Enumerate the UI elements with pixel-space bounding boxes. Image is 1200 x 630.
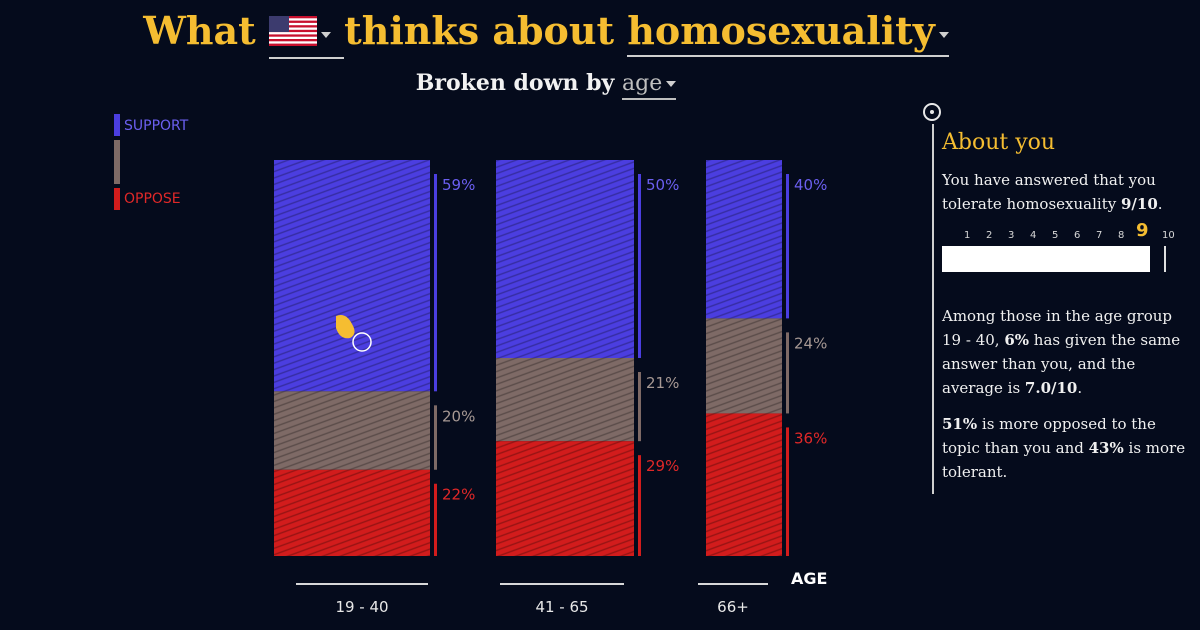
comparison-summary: 51% is more opposed to the topic than yo… bbox=[942, 412, 1192, 484]
group-text-mid: has given the same answer than you, and … bbox=[942, 331, 1181, 397]
bar-texture bbox=[496, 441, 634, 556]
about-heading: About you bbox=[942, 130, 1056, 155]
group-summary: Among those in the age group 19 - 40, 6%… bbox=[942, 304, 1192, 400]
title-prefix: What bbox=[143, 8, 256, 53]
page-title: What thinks about homosexuality bbox=[0, 8, 1092, 59]
answer-text-end: . bbox=[1157, 195, 1163, 213]
breakdown-selector[interactable]: age bbox=[622, 71, 677, 100]
scale-label: 9 bbox=[1136, 220, 1149, 241]
value-indicator-line bbox=[434, 174, 437, 392]
answer-text: You have answered that you tolerate homo… bbox=[942, 171, 1156, 213]
value-indicator-line bbox=[638, 455, 641, 556]
category-label: 19 - 40 bbox=[335, 598, 388, 616]
legend-oppose-swatch bbox=[114, 188, 120, 210]
topic-label: homosexuality bbox=[627, 8, 935, 53]
value-label: 50% bbox=[646, 176, 679, 194]
value-label: 59% bbox=[442, 176, 475, 194]
scale-label: 7 bbox=[1096, 230, 1103, 241]
country-selector[interactable] bbox=[268, 8, 345, 59]
value-label: 22% bbox=[442, 486, 475, 504]
scale-label: 4 bbox=[1030, 230, 1037, 241]
bar-texture bbox=[706, 318, 782, 414]
chevron-down-icon bbox=[938, 31, 949, 38]
value-label: 21% bbox=[646, 374, 679, 392]
bar-texture bbox=[496, 160, 634, 358]
tolerant-text: is more tolerant. bbox=[942, 439, 1186, 481]
value-indicator-line bbox=[786, 427, 789, 556]
value-indicator-line bbox=[786, 332, 789, 414]
breakdown-prefix: Broken down by bbox=[415, 70, 615, 96]
legend-support-label: SUPPORT bbox=[124, 118, 189, 134]
chevron-down-icon bbox=[666, 81, 677, 87]
legend-neutral-swatch bbox=[114, 140, 120, 184]
same-answer-pct: 6% bbox=[1004, 331, 1030, 349]
category-label: 41 - 65 bbox=[535, 598, 588, 616]
value-label: 40% bbox=[794, 176, 827, 194]
group-text-end: . bbox=[1077, 379, 1083, 397]
scale-label: 3 bbox=[1008, 230, 1015, 241]
opposed-text: is more opposed to the topic than you an… bbox=[942, 415, 1156, 457]
answer-bar bbox=[942, 246, 1150, 272]
group-text: Among those in the age group 19 - 40, bbox=[942, 307, 1172, 349]
scale-max-tick bbox=[1164, 246, 1166, 272]
scale-label: 10 bbox=[1162, 230, 1175, 241]
x-axis-label: AGE bbox=[791, 569, 828, 588]
scale-label: 5 bbox=[1052, 230, 1059, 241]
user-marker-icon bbox=[336, 315, 355, 339]
opposed-pct: 51% bbox=[942, 415, 978, 433]
average-value: 7.0/10 bbox=[1024, 379, 1078, 397]
scale-label: 2 bbox=[986, 230, 993, 241]
tolerant-pct: 43% bbox=[1088, 439, 1124, 457]
value-indicator-line bbox=[434, 483, 437, 556]
category-label: 66+ bbox=[717, 598, 749, 616]
user-marker-ring bbox=[352, 332, 372, 352]
value-indicator-line bbox=[786, 174, 789, 319]
scale-label: 8 bbox=[1118, 230, 1125, 241]
value-label: 29% bbox=[646, 457, 679, 475]
answer-scale: 1 2 3 4 5 6 7 8 9 10 bbox=[942, 220, 1192, 280]
answer-summary: You have answered that you tolerate homo… bbox=[942, 168, 1192, 216]
title-middle: thinks about bbox=[344, 8, 615, 53]
legend-oppose-label: OPPOSE bbox=[124, 191, 181, 207]
value-indicator-line bbox=[638, 372, 641, 442]
topic-selector[interactable]: homosexuality bbox=[627, 8, 949, 57]
value-label: 36% bbox=[794, 429, 827, 447]
breakdown-value: age bbox=[622, 71, 663, 96]
bar-texture bbox=[274, 391, 430, 470]
legend-support-swatch bbox=[114, 114, 120, 136]
scale-label: 1 bbox=[964, 230, 971, 241]
scale-label: 6 bbox=[1074, 230, 1081, 241]
bar-texture bbox=[706, 160, 782, 319]
value-label: 20% bbox=[442, 407, 475, 425]
bar-texture bbox=[496, 358, 634, 442]
panel-divider bbox=[932, 124, 934, 494]
bar-texture bbox=[706, 413, 782, 556]
value-label: 24% bbox=[794, 334, 827, 352]
breakdown-line: Broken down by age bbox=[0, 70, 1092, 100]
value-indicator-line bbox=[638, 174, 641, 358]
us-flag-icon bbox=[268, 15, 317, 46]
panel-toggle-icon[interactable] bbox=[923, 103, 941, 121]
answer-value: 9/10 bbox=[1120, 195, 1158, 213]
bar-texture bbox=[274, 469, 430, 556]
bar-texture bbox=[274, 160, 430, 392]
value-indicator-line bbox=[434, 405, 437, 470]
chevron-down-icon bbox=[320, 31, 331, 38]
about-you-panel: About you You have answered that you tol… bbox=[923, 100, 1200, 500]
